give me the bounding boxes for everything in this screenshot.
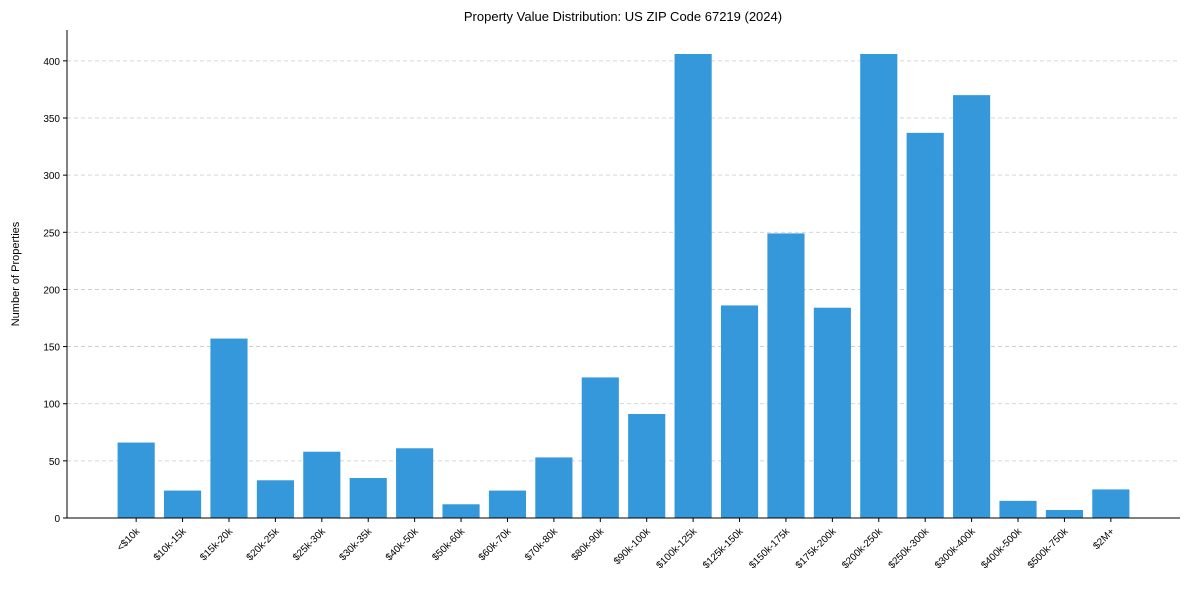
x-tick-label: $20k-25k [245, 526, 283, 564]
x-tick-label: $175k-200k [794, 526, 839, 571]
x-tick-label: <$10k [115, 526, 143, 554]
y-tick-label: 100 [43, 400, 60, 411]
x-tick-label: $150k-175k [747, 526, 792, 571]
y-tick-label: 300 [43, 171, 60, 182]
bar-17 [906, 132, 944, 518]
x-ticks: <$10k $10k-15k $15k-20k $20k-25k $25k-30k $30… [115, 518, 1117, 571]
bar-4 [303, 451, 341, 518]
x-tick-label: $400k-500k [979, 526, 1024, 571]
x-tick-label: $15k-20k [198, 526, 236, 564]
x-tick-label: $80k-90k [570, 526, 608, 564]
y-tick-label: 150 [43, 343, 60, 354]
x-tick-label: $30k-35k [337, 526, 375, 564]
bar-14 [767, 233, 805, 518]
x-tick-label: $10k-15k [152, 526, 190, 564]
bar-19 [999, 500, 1037, 518]
y-axis-label: Number of Properties [10, 221, 22, 326]
gridlines [67, 60, 1180, 519]
x-tick-label: $90k-100k [612, 526, 654, 568]
x-tick-label: $250k-300k [887, 526, 932, 571]
bar-9 [535, 457, 573, 518]
bar-7 [442, 504, 480, 518]
bar-3 [256, 480, 294, 518]
y-tick-label: 0 [54, 514, 60, 525]
y-tick-label: 400 [43, 57, 60, 68]
bar-8 [488, 490, 527, 518]
bar-12 [674, 54, 712, 518]
bar-6 [396, 448, 434, 518]
bar-20 [1045, 510, 1083, 518]
x-tick-label: $50k-60k [430, 526, 468, 564]
bar-10 [581, 377, 619, 518]
bar-0 [117, 442, 155, 518]
x-tick-label: $300k-400k [933, 526, 978, 571]
bars [117, 54, 1130, 519]
x-tick-label: $200k-250k [840, 526, 885, 571]
bar-11 [628, 414, 666, 518]
bar-1 [164, 490, 202, 518]
x-tick-label: $40k-50k [384, 526, 422, 564]
chart-title: Property Value Distribution: US ZIP Code… [464, 9, 782, 24]
y-ticks: 0 50 100 150 200 250 300 350 400 [43, 57, 67, 525]
x-tick-label: $70k-80k [523, 526, 561, 564]
bar-18 [953, 95, 991, 519]
bar-15 [813, 307, 851, 518]
x-tick-label: $25k-30k [291, 526, 329, 564]
x-tick-label: $100k-125k [655, 526, 700, 571]
x-tick-label: $125k-150k [701, 526, 746, 571]
bar-5 [349, 478, 387, 518]
y-tick-label: 50 [49, 457, 61, 468]
x-tick-label: $2M+ [1091, 526, 1117, 552]
y-tick-label: 250 [43, 228, 60, 239]
y-tick-label: 200 [43, 285, 60, 296]
bar-16 [860, 54, 898, 518]
y-tick-label: 350 [43, 114, 60, 125]
x-tick-label: $60k-70k [477, 526, 515, 564]
bar-2 [210, 338, 248, 518]
bar-21 [1092, 489, 1130, 518]
x-tick-label: $500k-750k [1026, 526, 1071, 571]
bar-13 [720, 305, 759, 518]
